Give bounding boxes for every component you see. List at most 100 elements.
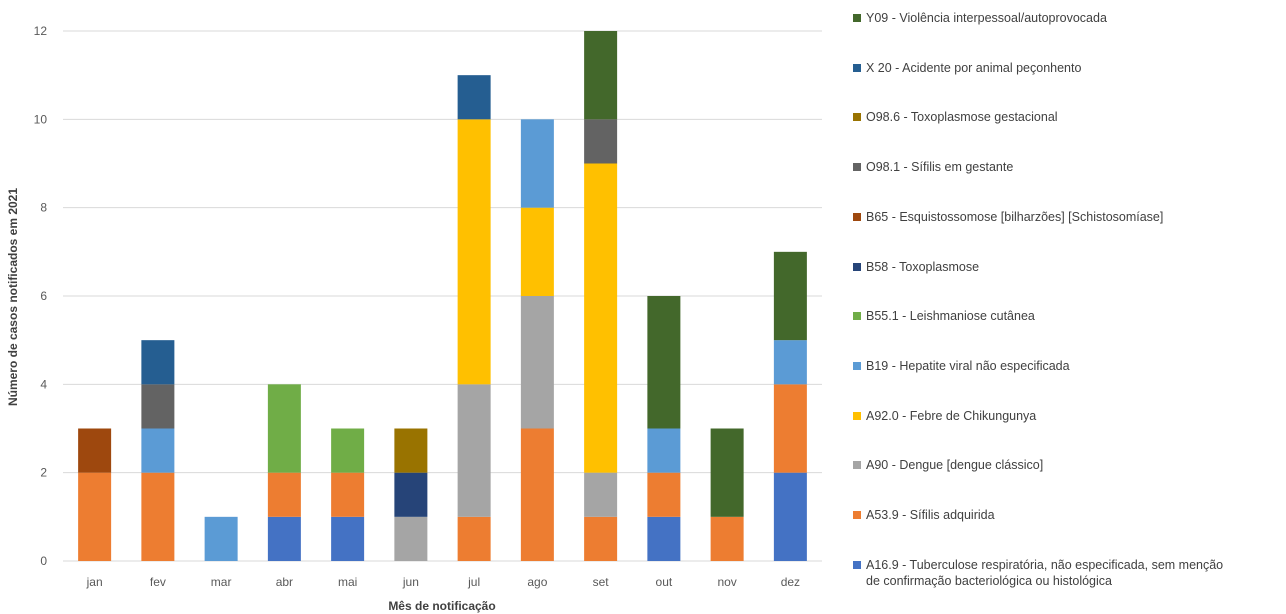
y-tick-label: 12 xyxy=(34,24,48,38)
y-tick-labels: 0 2 4 6 8 10 12 xyxy=(34,24,48,568)
legend-label: O98.6 - Toxoplasmose gestacional xyxy=(866,110,1058,125)
bar-segment-set-1 xyxy=(584,516,618,561)
bar-segment-abr-0 xyxy=(267,516,301,561)
bar-segment-jan-7 xyxy=(78,428,112,473)
x-tick-label-ago: ago xyxy=(527,575,547,589)
bar-segment-dez-1 xyxy=(773,384,807,473)
legend-item: B58 - Toxoplasmose xyxy=(853,259,1286,275)
legend-label: Y09 - Violência interpessoal/autoprovoca… xyxy=(866,11,1107,25)
legend-label: X 20 - Acidente por animal peçonhento xyxy=(866,60,1082,75)
bar-segment-ago-3 xyxy=(520,207,554,296)
legend-label: B58 - Toxoplasmose xyxy=(866,259,980,274)
bar-segment-set-11 xyxy=(584,31,618,120)
x-tick-label-out: out xyxy=(656,575,673,589)
y-tick-label: 0 xyxy=(40,554,47,568)
y-tick-label: 10 xyxy=(34,112,48,126)
bar-segment-ago-1 xyxy=(520,428,554,561)
legend-label: B55.1 - Leishmaniose cutânea xyxy=(866,309,1035,324)
bar-segment-set-8 xyxy=(584,119,618,164)
x-tick-label-nov: nov xyxy=(717,575,736,589)
x-tick-label-mar: mar xyxy=(211,575,232,589)
legend-swatch xyxy=(853,212,861,221)
legend-swatch xyxy=(853,63,861,72)
legend-item: B19 - Hepatite viral não especificada xyxy=(853,358,1286,374)
bar-segment-fev-10 xyxy=(141,340,175,385)
bar-segment-nov-11 xyxy=(710,428,744,517)
bar-segment-abr-1 xyxy=(267,472,301,517)
legend-label: O98.1 - Sífilis em gestante xyxy=(866,160,1014,175)
y-tick-label: 6 xyxy=(40,289,47,303)
legend-item: X 20 - Acidente por animal peçonhento xyxy=(853,60,1286,76)
legend-item: O98.1 - Sífilis em gestante xyxy=(853,159,1286,175)
legend-swatch xyxy=(853,262,861,271)
x-tick-label-mai: mai xyxy=(338,575,357,589)
x-tick-label-jun: jun xyxy=(402,575,419,589)
legend-label: B65 - Esquistossomose [bilharzões] [Schi… xyxy=(866,209,1164,224)
bar-segment-jul-1 xyxy=(457,516,491,561)
bar-segment-mai-0 xyxy=(331,516,365,561)
bar-segment-jan-1 xyxy=(78,472,112,561)
bar-segment-set-3 xyxy=(584,163,618,473)
bar-segment-dez-0 xyxy=(773,472,807,561)
legend-label: A16.9 - Tuberculose respiratória, não es… xyxy=(866,557,1224,588)
bar-segment-out-4 xyxy=(647,428,681,473)
y-tick-label: 4 xyxy=(40,377,47,391)
legend: Y09 - Violência interpessoal/autoprovoca… xyxy=(853,0,1286,614)
legend-item: B55.1 - Leishmaniose cutânea xyxy=(853,308,1286,324)
legend-label: A53.9 - Sífilis adquirida xyxy=(866,508,995,522)
legend-swatch xyxy=(853,560,861,569)
bar-segment-dez-4 xyxy=(773,340,807,385)
bar-segment-ago-4 xyxy=(520,119,554,208)
legend-label: A90 - Dengue [dengue clássico] xyxy=(866,458,1044,473)
x-tick-label-dez: dez xyxy=(781,575,800,589)
legend-swatch xyxy=(853,312,861,321)
legend-swatch xyxy=(853,14,861,22)
gridlines xyxy=(63,30,822,562)
legend-swatch xyxy=(853,113,861,122)
legend-swatch xyxy=(853,511,861,519)
legend-label: A92.0 - Febre de Chikungunya xyxy=(866,408,1037,423)
bar-segment-jul-3 xyxy=(457,119,491,385)
bar-segment-fev-1 xyxy=(141,472,175,561)
bar-segment-out-0 xyxy=(647,516,681,561)
x-tick-label-fev: fev xyxy=(150,575,166,589)
bar-segment-dez-11 xyxy=(773,251,807,341)
bar-segment-out-11 xyxy=(647,296,681,429)
x-tick-labels: jan fev mar abr mai jun jul ago set out nov dez xyxy=(86,575,800,589)
bar-segment-nov-1 xyxy=(710,516,744,561)
bar-segment-jul-2 xyxy=(457,384,491,517)
bar-segment-jun-6 xyxy=(394,472,428,517)
bar-segment-mar-4 xyxy=(204,516,238,561)
bar-segment-mai-1 xyxy=(331,472,365,517)
legend-swatch xyxy=(853,461,861,470)
bar-segment-mai-5 xyxy=(331,428,365,473)
stacked-bar-chart: 0 2 4 6 8 10 12 jan fev mar abr mai jun jul ago set out… xyxy=(6,24,822,613)
bar-segment-fev-8 xyxy=(141,384,175,429)
x-tick-label-set: set xyxy=(593,575,610,589)
legend-item: O98.6 - Toxoplasmose gestacional xyxy=(853,109,1286,125)
legend-item: A92.0 - Febre de Chikungunya xyxy=(853,408,1286,424)
bar-segment-set-2 xyxy=(584,472,618,517)
legend-item: A16.9 - Tuberculose respiratória, não es… xyxy=(853,557,1286,589)
y-axis-title: Número de casos notificados em 2021 xyxy=(6,188,20,406)
bars xyxy=(78,31,807,561)
x-tick-label-abr: abr xyxy=(276,575,293,589)
legend-item: Y09 - Violência interpessoal/autoprovoca… xyxy=(853,10,1286,26)
x-tick-label-jul: jul xyxy=(467,575,480,589)
legend-swatch xyxy=(853,361,861,370)
bar-segment-out-1 xyxy=(647,472,681,517)
bar-segment-jul-10 xyxy=(457,75,491,120)
legend-item: A53.9 - Sífilis adquirida xyxy=(853,507,1286,523)
legend-swatch xyxy=(853,411,861,420)
y-tick-label: 2 xyxy=(40,466,47,480)
legend-label: B19 - Hepatite viral não especificada xyxy=(866,358,1070,373)
bar-segment-jun-9 xyxy=(394,428,428,473)
bar-segment-ago-2 xyxy=(520,296,554,429)
x-tick-label-jan: jan xyxy=(86,575,103,589)
legend-item: A90 - Dengue [dengue clássico] xyxy=(853,457,1286,473)
y-tick-label: 8 xyxy=(40,201,47,215)
x-axis-title: Mês de notificação xyxy=(388,599,495,613)
bar-segment-fev-4 xyxy=(141,428,175,473)
bar-segment-jun-2 xyxy=(394,516,428,561)
bar-segment-abr-5 xyxy=(267,384,301,473)
